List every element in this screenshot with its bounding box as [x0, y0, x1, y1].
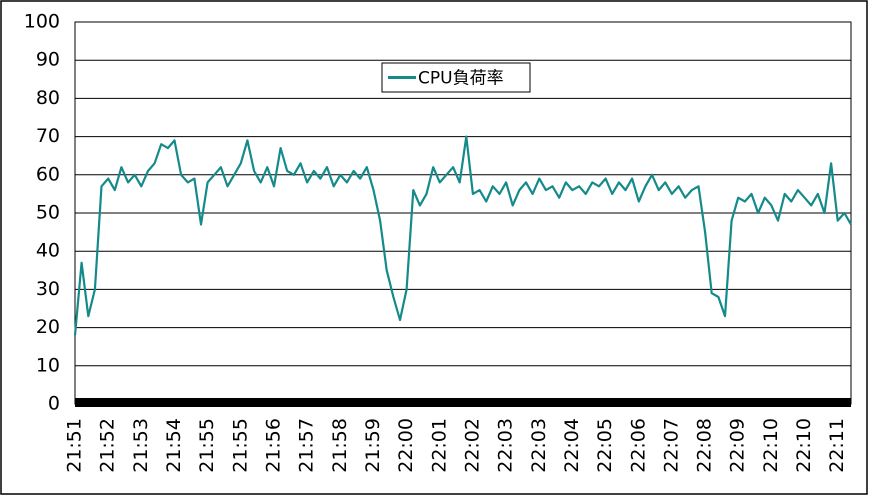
y-tick-label: 20	[36, 316, 60, 338]
x-tick-label: 22:02	[461, 418, 483, 473]
x-tick-label: 22:04	[561, 418, 583, 473]
x-tick-label: 22:09	[727, 418, 749, 473]
x-tick-label: 21:57	[296, 418, 318, 473]
legend-label: CPU負荷率	[418, 69, 504, 89]
x-tick-label: 22:00	[395, 418, 417, 473]
y-tick-label: 60	[36, 163, 60, 185]
x-tick-label: 22:01	[428, 418, 450, 473]
x-tick-label: 22:08	[694, 418, 716, 473]
y-tick-label: 70	[36, 125, 60, 147]
y-tick-label: 90	[36, 49, 60, 71]
x-tick-label: 21:55	[196, 418, 218, 473]
x-tick-label: 21:51	[64, 418, 86, 473]
x-axis	[75, 398, 851, 407]
data-line	[73, 135, 852, 336]
x-tick-label: 21:58	[329, 418, 351, 473]
x-tick-label: 22:03	[528, 418, 550, 473]
x-tick-label: 22:03	[495, 418, 517, 473]
y-tick-label: 10	[36, 354, 60, 376]
y-tick-label: 80	[36, 87, 60, 109]
y-tick-label: 50	[36, 202, 60, 224]
x-tick-label: 22:10	[760, 418, 782, 473]
y-tick-label: 0	[48, 393, 60, 415]
x-tick-label: 22:05	[594, 418, 616, 473]
x-tick-label: 21:54	[163, 418, 185, 473]
y-tick-label: 100	[24, 11, 60, 33]
x-tick-label: 21:56	[262, 418, 284, 473]
x-tick-label: 21:59	[362, 418, 384, 473]
x-tick-label: 21:55	[229, 418, 251, 473]
y-tick-label: 40	[36, 240, 60, 262]
x-tick-label: 22:06	[627, 418, 649, 473]
x-tick-label: 22:11	[826, 418, 848, 473]
x-tick-label: 22:07	[660, 418, 682, 473]
x-tick-label: 21:53	[130, 418, 152, 473]
x-tick-label: 22:10	[793, 418, 815, 473]
y-tick-label: 30	[36, 278, 60, 300]
x-tick-label: 21:52	[97, 418, 119, 473]
